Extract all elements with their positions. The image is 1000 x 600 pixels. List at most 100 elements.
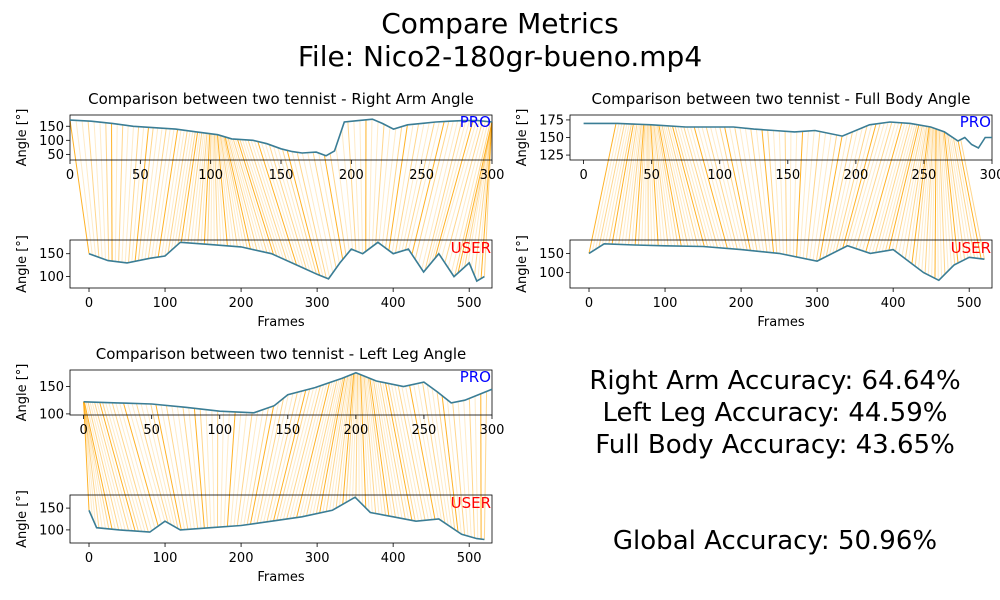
connector-line [598,123,625,248]
connector-line [323,155,344,260]
connector-line [111,402,149,533]
connector-line [724,126,751,251]
connector-line [614,124,636,245]
user-xtick-label: 200 [229,296,254,311]
user-xtick-label: 500 [957,296,982,311]
connector-line [193,408,205,529]
connector-line [83,401,90,511]
connector-line [659,125,686,247]
connector-line [931,128,936,277]
connector-line [243,409,264,526]
full-body-accuracy: Full Body Accuracy: 43.65% [595,430,955,460]
pro-y-axis-label: Angle [°] [15,364,30,422]
connector-line [176,406,195,529]
connector-line [367,377,387,516]
pro-axes-frame [69,369,493,416]
connector-line [924,127,934,274]
connector-line [701,126,735,250]
connector-line [197,133,208,244]
connector-line [387,383,416,522]
connector-line [680,126,715,248]
connector-line [671,126,705,247]
connector-line [171,405,192,530]
connector-line [943,131,959,263]
pro-xtick-label: 300 [480,168,505,183]
connector-line [705,126,738,250]
connector-line [222,136,245,248]
connector-line [677,126,712,248]
user-ytick-label: 150 [39,247,64,262]
connector-line [936,129,939,281]
connector-line [483,122,493,277]
connector-line [368,119,373,249]
connector-line [755,129,771,253]
connector-line [653,124,669,246]
global-accuracy: Global Accuracy: 50.96% [612,526,938,556]
connector-line [421,120,459,270]
connector-line [373,379,396,518]
connector-line [650,124,659,246]
connector-line [669,125,702,247]
connector-line [83,401,110,529]
connector-line [378,127,391,244]
connector-line [338,373,354,507]
connector-line [914,126,931,267]
connector-line [908,126,929,262]
connector-line [240,411,259,526]
connector-line [318,152,340,264]
connector-line [891,125,922,250]
connector-line [232,138,268,253]
connector-line [454,121,491,276]
connector-line [868,122,906,254]
connector-line [608,123,632,245]
user-ytick-label: 100 [39,270,64,285]
connector-line [352,373,358,499]
connector-line [276,388,311,521]
user-series-line [88,496,485,541]
connector-line [955,139,979,259]
connector-line [335,146,350,252]
user-xtick-label: 500 [457,551,482,566]
connector-line [391,124,414,254]
connector-line [404,122,435,251]
connector-line [390,383,419,522]
connector-line [289,384,325,519]
connector-line [167,130,188,254]
pro-xtick-label: 0 [79,423,87,438]
connector-line [230,138,265,253]
connector-line [674,126,709,248]
connector-line [855,122,893,249]
connector-line [655,125,676,247]
connector-line [221,135,242,247]
connector-line [193,132,206,244]
connector-line [621,124,639,245]
connector-line [649,124,656,246]
connector-line [901,125,926,257]
alignment-connectors [69,119,493,281]
connector-line [739,127,761,252]
connector-line [474,396,479,539]
figure-title: Compare Metrics [381,7,619,40]
user-label: USER [951,239,991,257]
pro-label: PRO [460,368,491,386]
connector-line [150,403,179,529]
connector-line [601,123,628,246]
connector-line [286,385,321,520]
connector-line [422,382,446,524]
connector-line [858,122,896,250]
pro-series-line [83,371,493,414]
connector-line [353,121,360,253]
connector-line [424,120,463,271]
connector-line [224,136,251,250]
alignment-connectors [83,372,488,540]
connector-line [865,122,903,253]
connector-line [358,373,360,502]
connector-line [734,127,758,252]
connector-line [332,374,351,511]
connector-line [177,131,196,245]
pro-ytick-label: 175 [539,113,564,128]
connector-line [894,125,923,252]
connector-line [218,135,235,247]
connector-line [474,121,493,276]
connector-line [144,128,163,260]
